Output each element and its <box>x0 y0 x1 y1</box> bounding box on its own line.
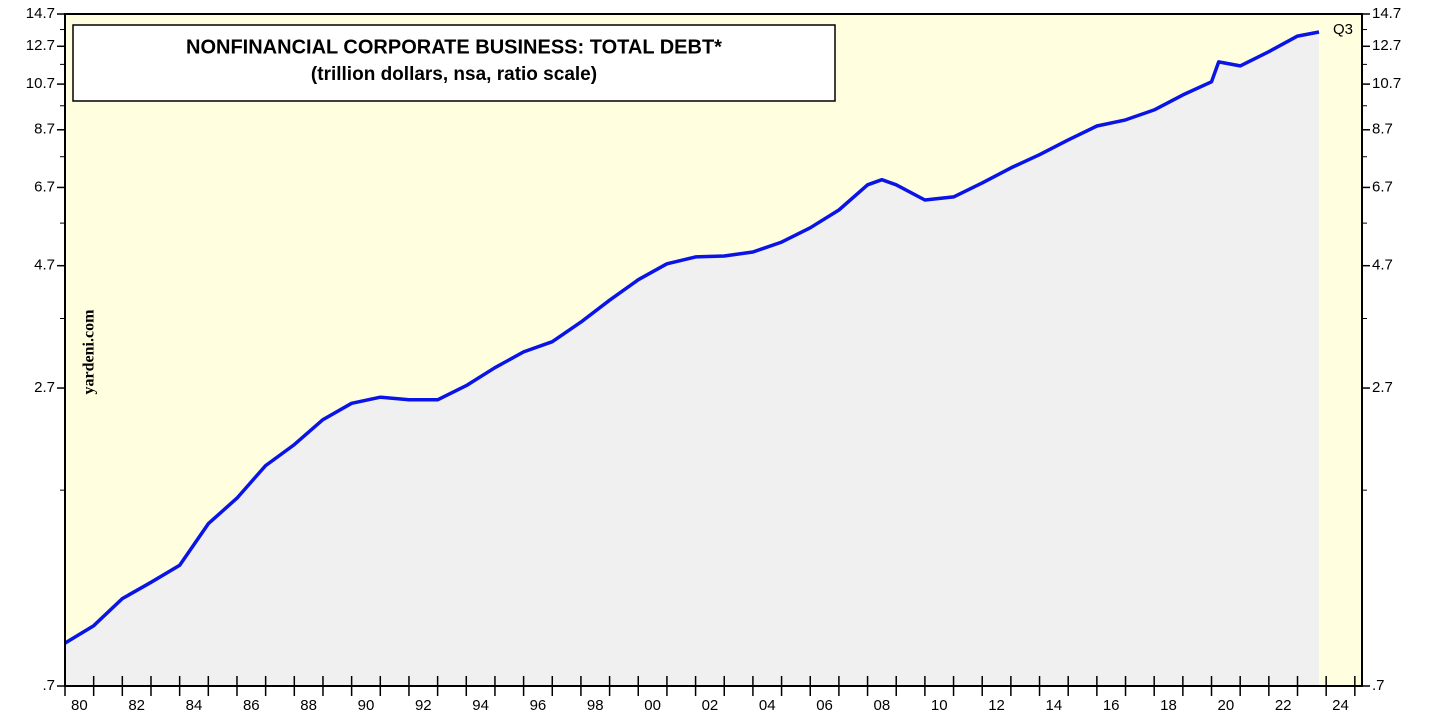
watermark: yardeni.com <box>81 309 98 395</box>
area <box>65 32 1319 686</box>
x-tick-label: 86 <box>243 697 260 714</box>
x-tick-label: 92 <box>415 697 432 714</box>
x-tick-label: 04 <box>759 697 776 714</box>
y2-tick-label: .7 <box>1372 677 1385 694</box>
y-tick-label: 14.7 <box>26 5 55 22</box>
y2-tick-label: 6.7 <box>1372 178 1393 195</box>
x-tick-label: 82 <box>128 697 145 714</box>
y-tick-label: 6.7 <box>34 178 55 195</box>
x-tick-label: 12 <box>988 697 1005 714</box>
x-tick-label: 02 <box>702 697 719 714</box>
y-tick-label: .7 <box>42 677 55 694</box>
x-tick-label: 10 <box>931 697 948 714</box>
x-tick-label: 84 <box>186 697 203 714</box>
y2-tick-label: 14.7 <box>1372 5 1401 22</box>
x-tick-label: 94 <box>472 697 489 714</box>
y2-tick-label: 8.7 <box>1372 121 1393 138</box>
x-tick-label: 90 <box>358 697 375 714</box>
marks <box>64 30 1320 686</box>
plot-frame <box>64 13 1363 687</box>
y2-tick-label: 4.7 <box>1372 257 1393 274</box>
y-tick-label: 2.7 <box>34 379 55 396</box>
title-box <box>72 24 836 102</box>
x-tick-label: 98 <box>587 697 604 714</box>
y2-tick-label: 12.7 <box>1372 37 1401 54</box>
x-tick-label: 14 <box>1046 697 1063 714</box>
x-tick-label: 20 <box>1218 697 1235 714</box>
chart-subtitle: (trillion dollars, nsa, ratio scale) <box>311 64 597 85</box>
y2-tick-label: 2.7 <box>1372 379 1393 396</box>
x-tick-label: 88 <box>300 697 317 714</box>
chart-title: NONFINANCIAL CORPORATE BUSINESS: TOTAL D… <box>186 36 722 58</box>
y-tick-label: 10.7 <box>26 75 55 92</box>
series-line <box>64 30 1320 645</box>
y-tick-label: 8.7 <box>34 121 55 138</box>
y2-tick-label: 10.7 <box>1372 75 1401 92</box>
x-tick-label: 80 <box>71 697 88 714</box>
x-tick-label: 08 <box>874 697 891 714</box>
x-tick-label: 22 <box>1275 697 1292 714</box>
y-tick-label: 4.7 <box>34 257 55 274</box>
x-tick-label: 16 <box>1103 697 1120 714</box>
x-tick-label: 96 <box>530 697 547 714</box>
x-tick-label: 06 <box>816 697 833 714</box>
y-tick-label: 12.7 <box>26 37 55 54</box>
x-tick-label: 00 <box>644 697 661 714</box>
x-tick-label: 18 <box>1160 697 1177 714</box>
end-label: Q3 <box>1333 21 1353 38</box>
x-tick-label: 24 <box>1332 697 1349 714</box>
